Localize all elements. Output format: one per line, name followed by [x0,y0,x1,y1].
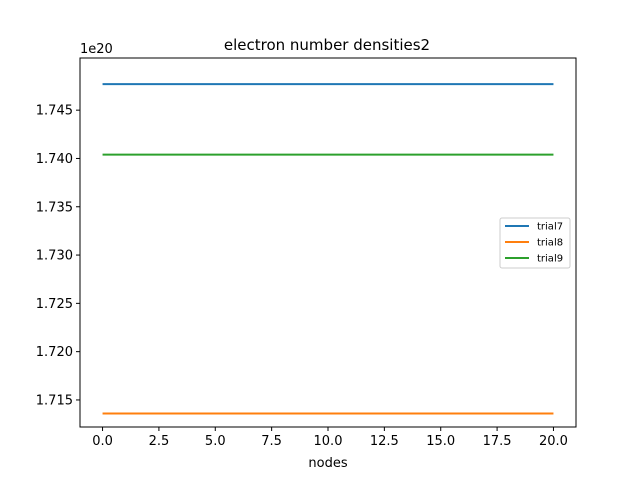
x-tick-label: 15.0 [426,434,455,449]
legend-label-trial9: trial9 [537,254,563,265]
y-tick-label: 1.740 [36,152,73,167]
y-axis-offset-label: 1e20 [80,42,113,57]
x-tick-label: 20.0 [539,434,568,449]
x-axis-title: nodes [308,456,347,471]
legend-label-trial7: trial7 [537,222,563,233]
x-tick-label: 5.0 [205,434,226,449]
x-axis-ticks: 0.0 2.5 5.0 7.5 10.0 12.5 15.0 17.5 20.0 [92,427,568,449]
legend-box [499,217,571,269]
chart-title: electron number densities2 [224,36,430,54]
y-tick-label: 1.735 [36,200,73,215]
y-tick-label: 1.725 [36,297,73,312]
y-tick-label: 1.730 [36,249,73,264]
x-tick-label: 12.5 [370,434,399,449]
x-tick-label: 2.5 [149,434,170,449]
x-tick-label: 7.5 [261,434,282,449]
y-axis-ticks: 1.715 1.720 1.725 1.730 1.735 1.740 1.745 [36,104,80,408]
x-tick-label: 17.5 [483,434,512,449]
y-tick-label: 1.745 [36,104,73,119]
series-layer [102,83,554,415]
legend: trial7 trial8 trial9 [499,217,571,269]
legend-label-trial8: trial8 [537,238,563,249]
x-tick-label: 10.0 [314,434,343,449]
y-tick-label: 1.715 [36,393,73,408]
y-tick-label: 1.720 [36,345,73,360]
x-tick-label: 0.0 [92,434,113,449]
